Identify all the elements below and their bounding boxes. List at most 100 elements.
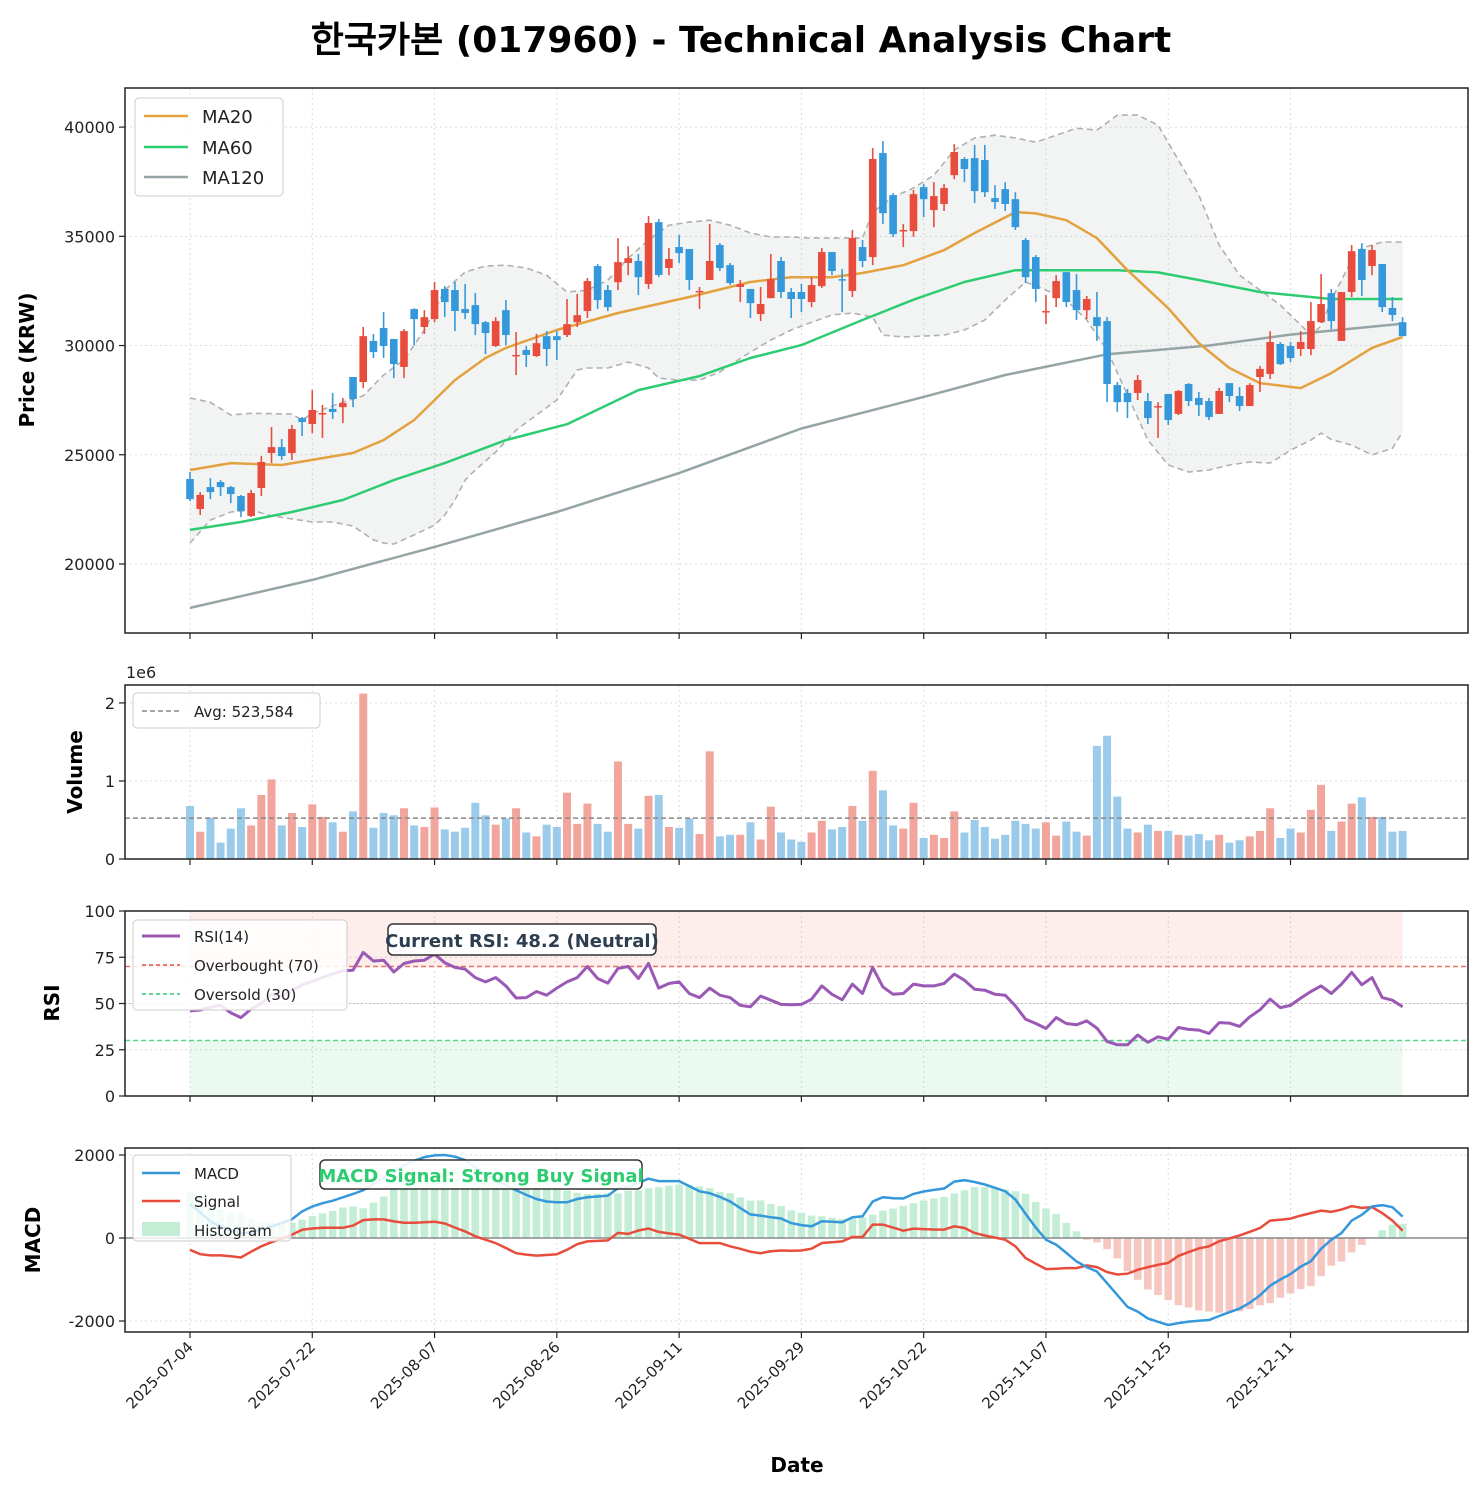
macd-histogram-bar: [1296, 1238, 1305, 1290]
candle-body: [716, 245, 724, 268]
volume-bar: [1143, 824, 1152, 859]
candle: [1174, 390, 1183, 415]
candle-body: [1133, 380, 1142, 393]
legend-rsi: RSI(14): [194, 928, 249, 946]
candle: [705, 224, 714, 281]
candle: [1031, 255, 1040, 303]
volume-bar: [858, 820, 867, 859]
volume-bar: [1255, 830, 1264, 859]
candle-body: [196, 494, 204, 509]
macd-histogram-bar: [532, 1181, 541, 1239]
candle: [848, 229, 857, 298]
macd-histogram-bar: [379, 1196, 388, 1239]
candle: [868, 148, 877, 266]
price-legend: MA20 MA60 MA120: [134, 97, 284, 197]
volume-bar: [919, 837, 928, 859]
volume-bar: [450, 831, 459, 859]
macd-histogram-bar: [960, 1190, 969, 1239]
macd-histogram-bar: [848, 1218, 857, 1239]
candle-body: [532, 343, 541, 357]
volume-bar: [583, 803, 592, 859]
candle: [1225, 383, 1234, 403]
macd-histogram-bar: [756, 1200, 765, 1239]
candle: [267, 427, 276, 464]
candle-body: [777, 261, 785, 293]
volume-bar: [328, 822, 337, 859]
candle-body: [186, 479, 194, 500]
candle-body: [1062, 272, 1071, 303]
volume-bar: [1368, 816, 1377, 859]
candle: [237, 494, 245, 518]
macd-histogram-bar: [502, 1175, 510, 1239]
ma20-line: [189, 210, 1404, 472]
volume-bar: [1378, 816, 1387, 859]
macd-histogram-bar: [1398, 1223, 1407, 1239]
volume-bar: [726, 834, 735, 859]
macd-histogram-bar: [553, 1186, 561, 1239]
candle-body: [379, 328, 388, 346]
volume-bar: [1266, 808, 1275, 859]
candle-body: [461, 309, 469, 313]
candle-body: [1001, 189, 1009, 204]
volume-bar: [216, 842, 225, 859]
candle: [277, 439, 286, 460]
candle-body: [390, 338, 398, 365]
candle: [1368, 245, 1376, 276]
candle: [981, 145, 989, 197]
candle-body: [1235, 395, 1244, 407]
candle: [410, 308, 418, 346]
candle-body: [1082, 299, 1091, 311]
candle: [603, 285, 612, 312]
macd-histogram-bar: [1195, 1238, 1203, 1311]
volume-bar: [970, 819, 979, 859]
rsi-axes-border: [124, 910, 1469, 1097]
candle: [828, 252, 836, 276]
volume-bar: [777, 832, 786, 859]
candle: [1093, 292, 1101, 341]
volume-bar: [940, 837, 949, 859]
volume-bar: [899, 828, 908, 859]
macd-histogram-bar: [777, 1206, 785, 1239]
macd-histogram-bar: [991, 1188, 999, 1239]
candle-body: [359, 336, 368, 383]
candle-body: [675, 247, 683, 254]
candle-body: [502, 310, 510, 336]
candle: [634, 254, 643, 296]
rsi-y-tick-label: 25: [95, 1041, 115, 1060]
candle-body: [981, 160, 989, 193]
candle-body: [858, 247, 867, 262]
volume-bar: [206, 817, 215, 859]
volume-bar: [1337, 821, 1346, 859]
candle-body: [991, 198, 999, 203]
candle: [1235, 387, 1244, 412]
candle-body: [838, 279, 846, 281]
rsi-legend: RSI(14) Overbought (70) Oversold (30): [132, 919, 348, 1011]
price-y-tick-label: 35000: [64, 227, 115, 246]
candle: [481, 321, 490, 355]
candle: [318, 404, 327, 438]
macd-histogram-bar: [593, 1193, 602, 1239]
macd-histogram-bar: [491, 1175, 500, 1239]
volume-bar: [318, 816, 327, 859]
candle-body: [868, 158, 877, 258]
volume-bar: [1205, 840, 1213, 859]
macd-histogram-bar: [1266, 1238, 1274, 1304]
x-tick-label: 2025-09-11: [612, 1338, 686, 1412]
macd-histogram-bar: [1042, 1208, 1050, 1239]
volume-bar: [705, 751, 714, 859]
candle-body: [1215, 390, 1223, 414]
candle: [797, 283, 806, 313]
candle-body: [767, 279, 775, 299]
volume-bar: [1184, 835, 1193, 859]
macd-histogram-bar: [909, 1203, 918, 1239]
volume-bar: [909, 802, 918, 859]
candle: [1398, 317, 1407, 337]
volume-bar: [379, 812, 388, 859]
volume-bar: [991, 838, 1000, 859]
volume-bar: [186, 805, 194, 859]
candle: [1184, 383, 1193, 407]
candle-body: [1113, 385, 1122, 403]
candle: [216, 480, 225, 497]
volume-bar: [440, 829, 449, 859]
candle: [1205, 397, 1213, 421]
